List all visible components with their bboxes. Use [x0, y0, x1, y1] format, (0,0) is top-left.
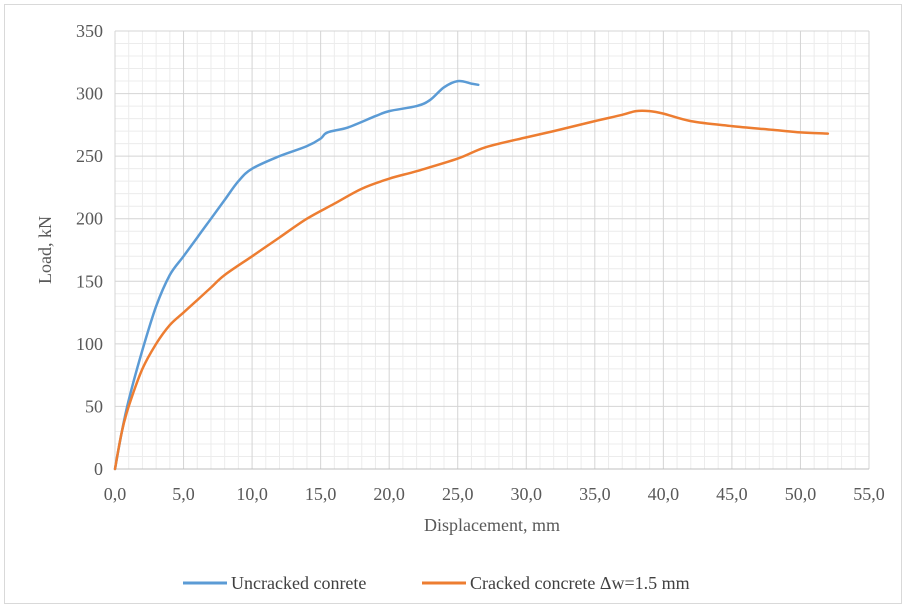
y-tick-label: 350	[76, 21, 103, 41]
y-tick-labels: 0 50 100 150 200 250 300 350	[76, 21, 103, 479]
y-tick-label: 200	[76, 209, 103, 229]
series-lines	[113, 79, 830, 471]
legend-label-uncracked: Uncracked conrete	[231, 573, 366, 593]
legend-label-cracked: Cracked concrete Δw=1.5 mm	[470, 573, 690, 593]
x-tick-label: 45,0	[716, 484, 748, 504]
y-axis-title: Load, kN	[35, 216, 55, 284]
x-tick-label: 0,0	[104, 484, 127, 504]
grid	[114, 30, 870, 470]
y-tick-label: 100	[76, 334, 103, 354]
y-tick-label: 50	[85, 396, 103, 416]
legend: Uncracked conrete Cracked concrete Δw=1.…	[183, 573, 690, 593]
x-tick-label: 10,0	[236, 484, 268, 504]
x-tick-label: 25,0	[442, 484, 474, 504]
x-tick-labels: 0,0 5,0 10,0 15,0 20,0 25,0 30,0 35,0 40,0 45,0 50…	[104, 484, 885, 504]
x-tick-label: 15,0	[305, 484, 337, 504]
x-tick-label: 55,0	[853, 484, 885, 504]
y-tick-label: 300	[76, 84, 103, 104]
series-line-uncracked	[113, 79, 480, 471]
x-tick-label: 50,0	[785, 484, 817, 504]
y-tick-label: 250	[76, 146, 103, 166]
y-tick-label: 0	[94, 459, 103, 479]
series-line-cracked	[113, 109, 830, 471]
x-tick-label: 5,0	[172, 484, 195, 504]
x-axis-title: Displacement, mm	[424, 515, 560, 535]
x-tick-label: 35,0	[579, 484, 611, 504]
x-tick-label: 40,0	[648, 484, 680, 504]
chart-frame	[4, 4, 902, 604]
x-tick-label: 20,0	[373, 484, 405, 504]
y-tick-label: 150	[76, 271, 103, 291]
x-tick-label: 30,0	[511, 484, 543, 504]
